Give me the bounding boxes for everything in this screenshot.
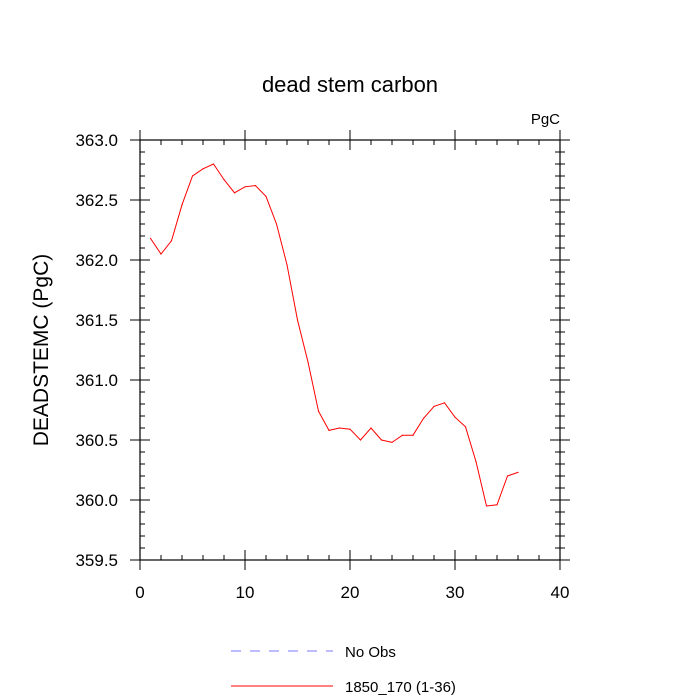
data-point: [464, 426, 467, 428]
chart-title: dead stem carbon: [262, 72, 438, 97]
data-point: [160, 253, 162, 255]
data-point: [506, 475, 509, 477]
data-point: [307, 361, 309, 363]
x-tick-label: 30: [446, 583, 465, 602]
data-point: [485, 505, 488, 507]
data-point: [370, 427, 372, 429]
data-point: [181, 204, 183, 206]
data-point: [149, 237, 152, 239]
data-point: [380, 439, 383, 441]
x-tick-label: 10: [236, 583, 255, 602]
data-point: [443, 402, 446, 404]
legend: No Obs 1850_170 (1-36): [231, 644, 456, 696]
data-point: [475, 461, 477, 463]
data-point: [202, 168, 204, 170]
data-point: [275, 223, 278, 225]
series-line-1: [150, 163, 519, 507]
plot-frame: [139, 139, 561, 561]
data-point: [265, 195, 267, 197]
y-tick-label: 362.5: [75, 191, 118, 210]
data-point: [296, 319, 299, 321]
data-point: [328, 429, 330, 431]
legend-label-0: No Obs: [345, 644, 396, 661]
data-point: [391, 441, 393, 443]
data-point: [223, 179, 225, 181]
y-tick-label: 361.5: [75, 311, 118, 330]
y-tick-label: 360.0: [75, 491, 118, 510]
x-tick-label: 40: [551, 583, 570, 602]
legend-label-1: 1850_170 (1-36): [345, 679, 456, 696]
x-tick-label: 20: [341, 583, 360, 602]
data-point: [412, 434, 414, 436]
y-tick-label: 361.0: [75, 371, 118, 390]
data-point: [254, 185, 257, 187]
data-point: [359, 439, 362, 441]
data-point: [496, 504, 498, 506]
plot-area: 0 10 20 30 40 359.5 360.0 360.5 361.0 361.5 362.0 3…: [75, 130, 570, 602]
data-point: [170, 240, 173, 242]
data-point: [401, 434, 404, 436]
data-point: [349, 428, 351, 430]
y-tick-label: 362.0: [75, 251, 118, 270]
data-point: [317, 410, 320, 412]
data-point: [191, 175, 194, 177]
data-point: [212, 163, 215, 165]
units-label: PgC: [531, 111, 560, 128]
x-tick-label: 0: [135, 583, 144, 602]
data-point: [454, 416, 456, 418]
y-tick-label: 359.5: [75, 551, 118, 570]
data-point: [422, 417, 425, 419]
data-point: [244, 186, 246, 188]
data-point: [338, 427, 341, 429]
data-point: [286, 264, 288, 266]
data-point: [433, 405, 435, 407]
y-tick-label: 363.0: [75, 131, 118, 150]
y-tick-label: 360.5: [75, 431, 118, 450]
y-axis-label: DEADSTEMC (PgC): [30, 254, 53, 447]
data-point: [517, 471, 519, 473]
data-point: [233, 192, 236, 194]
